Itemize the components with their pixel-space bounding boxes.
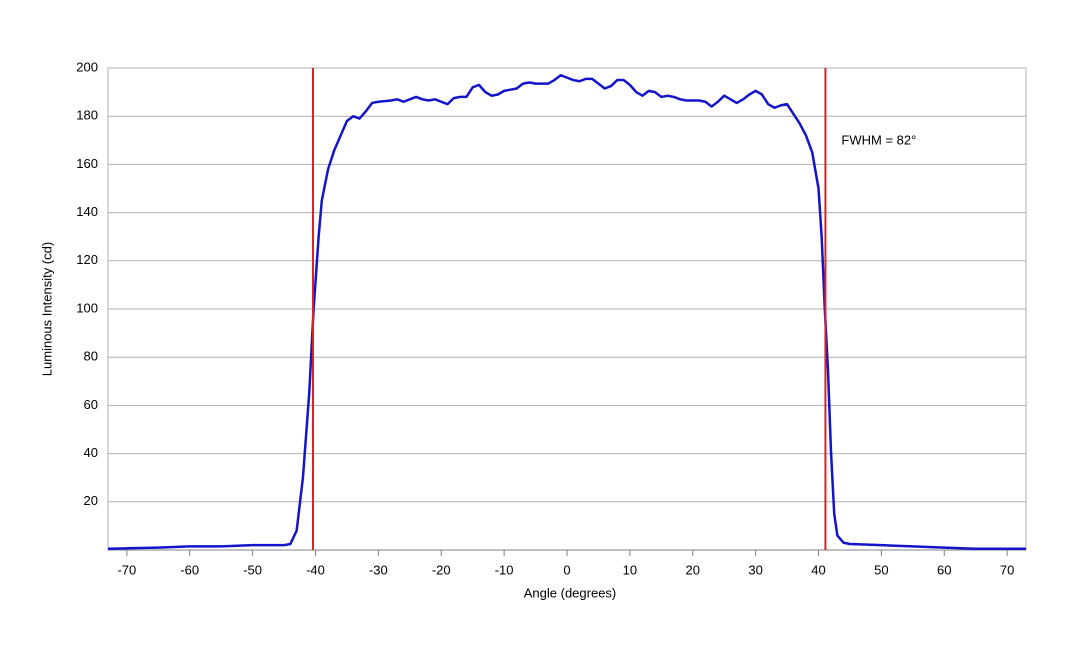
x-tick-label: -40	[306, 562, 325, 577]
x-axis-label: Angle (degrees)	[524, 585, 617, 600]
y-tick-label: 120	[76, 252, 98, 267]
x-tick-label: 60	[937, 562, 951, 577]
x-tick-label: -60	[180, 562, 199, 577]
x-tick-label: 30	[748, 562, 762, 577]
y-tick-label: 40	[84, 445, 98, 460]
x-tick-label: 40	[811, 562, 825, 577]
y-tick-label: 200	[76, 59, 98, 74]
y-tick-label: 140	[76, 204, 98, 219]
x-tick-label: 10	[623, 562, 637, 577]
y-tick-label: 100	[76, 300, 98, 315]
y-axis-label: Luminous Intensity (cd)	[39, 242, 54, 376]
x-tick-label: 70	[1000, 562, 1014, 577]
x-tick-label: -70	[117, 562, 136, 577]
y-tick-label: 80	[84, 349, 98, 364]
x-tick-label: -20	[432, 562, 451, 577]
y-tick-label: 60	[84, 397, 98, 412]
x-tick-label: 50	[874, 562, 888, 577]
y-tick-label: 180	[76, 108, 98, 123]
x-tick-label: 0	[563, 562, 570, 577]
annotation: FWHM = 82°	[841, 132, 916, 147]
x-tick-label: -50	[243, 562, 262, 577]
x-tick-label: -30	[369, 562, 388, 577]
x-tick-label: 20	[686, 562, 700, 577]
y-tick-label: 20	[84, 493, 98, 508]
x-tick-label: -10	[495, 562, 514, 577]
y-tick-label: 160	[76, 156, 98, 171]
data-line	[107, 73, 1026, 551]
